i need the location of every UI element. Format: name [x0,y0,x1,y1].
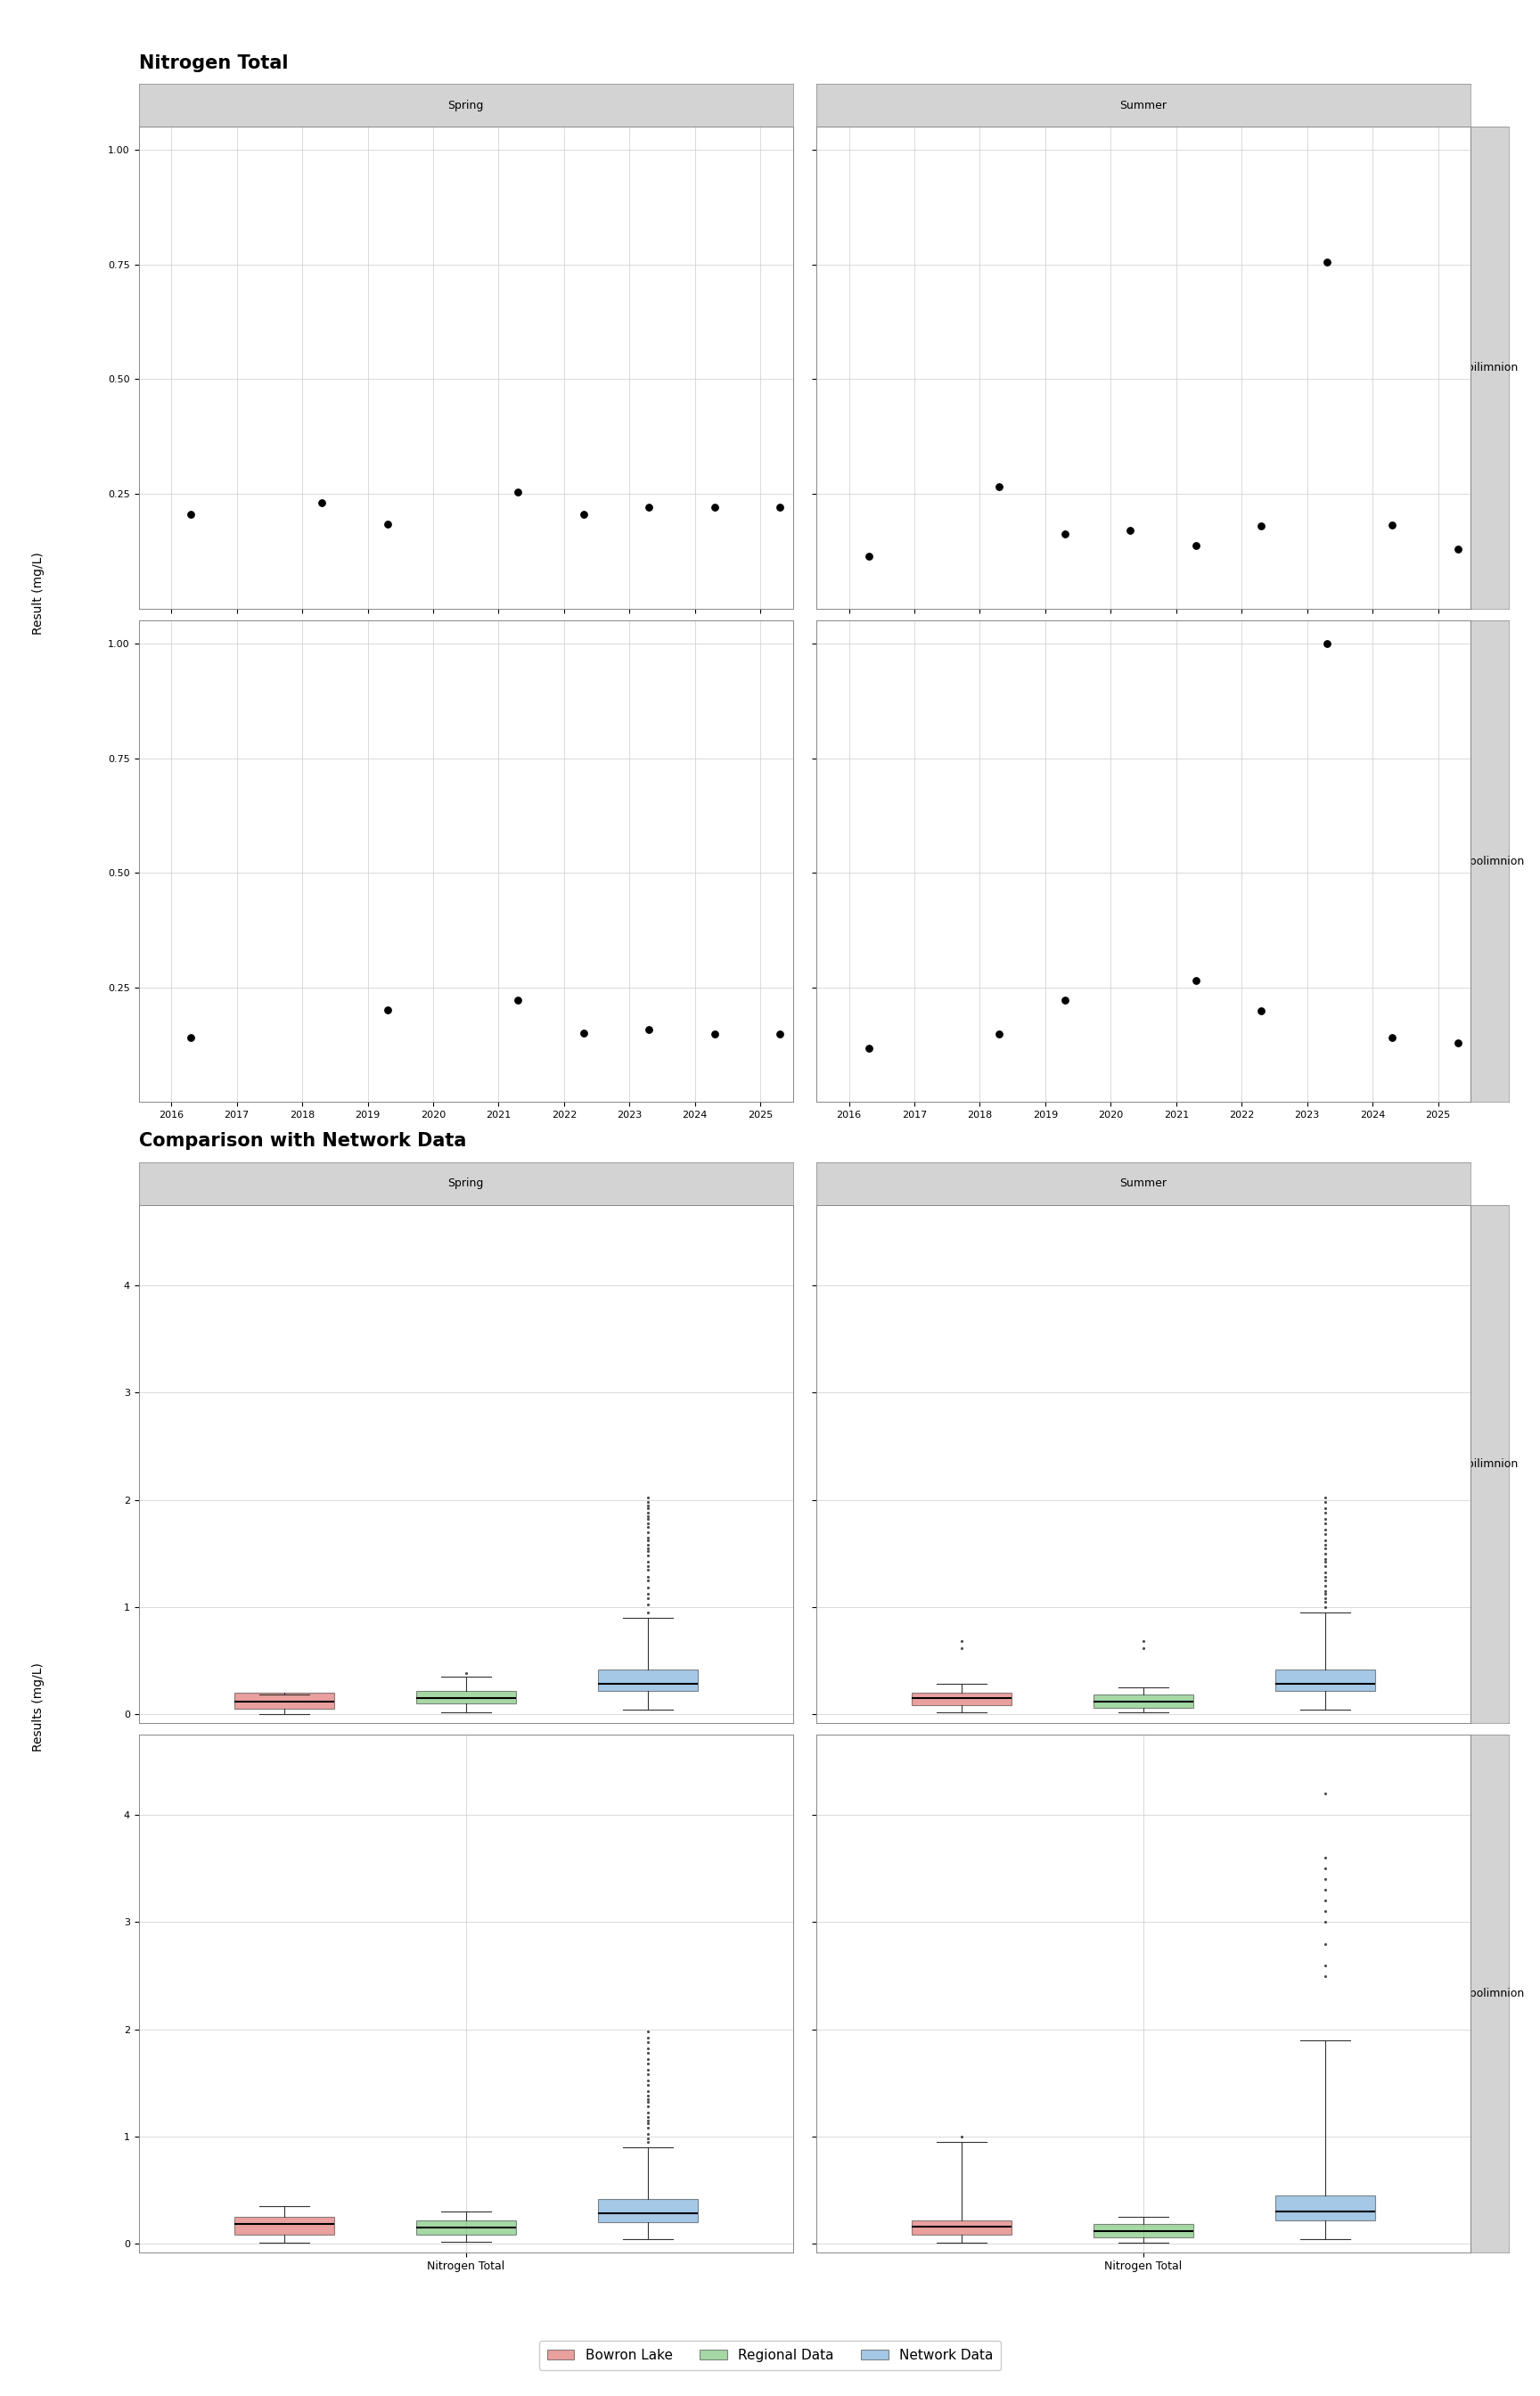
Point [1249,992,1274,1030]
Point [1184,527,1209,565]
Text: Hypolimnion: Hypolimnion [1455,855,1525,867]
PathPatch shape [1275,2195,1375,2221]
Text: Epilimnion: Epilimnion [1461,1459,1518,1469]
Point [179,496,203,534]
Point [856,1028,881,1066]
Point [1053,515,1078,553]
Point [767,489,792,527]
Point [179,1018,203,1057]
Point [987,1016,1012,1054]
PathPatch shape [416,1692,516,1704]
Point [1380,506,1404,544]
PathPatch shape [1093,1694,1194,1708]
PathPatch shape [912,1692,1012,1706]
Legend: Bowron Lake, Regional Data, Network Data: Bowron Lake, Regional Data, Network Data [539,2341,1001,2370]
Point [1118,510,1143,549]
Point [1445,530,1469,568]
Point [856,537,881,575]
Text: Comparison with Network Data: Comparison with Network Data [139,1133,467,1150]
Point [1053,982,1078,1021]
Point [374,506,399,544]
Point [767,1016,792,1054]
Point [505,982,530,1021]
Point [1380,1018,1404,1057]
Point [1184,961,1209,999]
Point [1249,508,1274,546]
Point [310,484,334,522]
PathPatch shape [234,1692,334,1708]
Text: Summer: Summer [1120,101,1167,110]
PathPatch shape [1093,2223,1194,2238]
Point [702,1016,727,1054]
Text: Spring: Spring [448,101,484,110]
Text: Results (mg/L): Results (mg/L) [32,1663,45,1751]
Point [374,990,399,1028]
Point [1445,1023,1469,1061]
Point [571,496,596,534]
Text: Hypolimnion: Hypolimnion [1455,1989,1525,1998]
PathPatch shape [912,2221,1012,2235]
Point [636,1011,661,1049]
Text: Summer: Summer [1120,1179,1167,1188]
Point [505,472,530,510]
PathPatch shape [598,1670,698,1692]
Text: Spring: Spring [448,1179,484,1188]
PathPatch shape [234,2216,334,2235]
Text: Result (mg/L): Result (mg/L) [32,551,45,635]
PathPatch shape [598,2200,698,2221]
Point [1315,625,1340,664]
Point [987,467,1012,506]
Point [1315,242,1340,280]
PathPatch shape [1275,1670,1375,1692]
Point [636,489,661,527]
PathPatch shape [416,2221,516,2235]
Text: Epilimnion: Epilimnion [1461,362,1518,374]
Point [702,489,727,527]
Point [571,1014,596,1052]
Text: Nitrogen Total: Nitrogen Total [139,55,288,72]
